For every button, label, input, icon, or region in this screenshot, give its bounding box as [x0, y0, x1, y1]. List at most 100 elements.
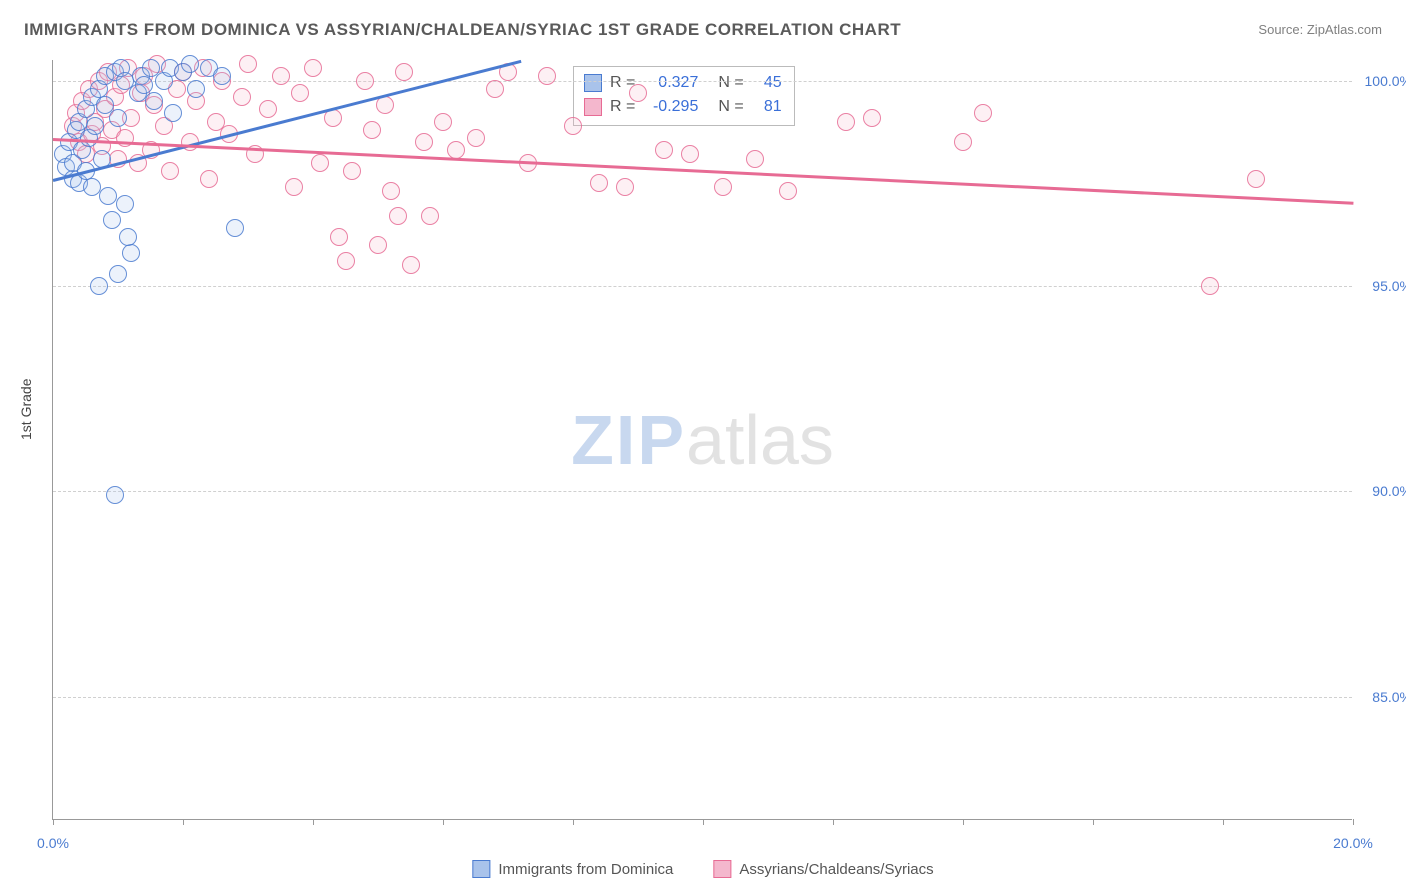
legend-r-value: 0.327: [643, 74, 698, 92]
scatter-point: [1201, 277, 1219, 295]
watermark-zip: ZIP: [571, 401, 686, 479]
scatter-point: [272, 67, 290, 85]
correlation-legend: R = 0.327 N = 45 R = -0.295 N = 81: [573, 66, 795, 126]
scatter-point: [135, 76, 153, 94]
scatter-point: [746, 150, 764, 168]
scatter-point: [415, 133, 433, 151]
scatter-point: [356, 72, 374, 90]
x-tick: [1353, 819, 1354, 825]
x-tick: [573, 819, 574, 825]
x-tick: [53, 819, 54, 825]
scatter-point: [954, 133, 972, 151]
scatter-point: [119, 228, 137, 246]
scatter-point: [99, 187, 117, 205]
scatter-point: [239, 55, 257, 73]
scatter-point: [259, 100, 277, 118]
gridline-h: [53, 491, 1352, 492]
scatter-point: [86, 117, 104, 135]
scatter-point: [187, 80, 205, 98]
legend-n-value: 45: [752, 74, 782, 92]
scatter-point: [467, 129, 485, 147]
scatter-point: [402, 256, 420, 274]
scatter-point: [122, 244, 140, 262]
scatter-point: [304, 59, 322, 77]
scatter-point: [538, 67, 556, 85]
scatter-point: [291, 84, 309, 102]
x-tick-label: 0.0%: [37, 835, 69, 851]
scatter-point: [681, 145, 699, 163]
scatter-point: [564, 117, 582, 135]
source-attribution: Source: ZipAtlas.com: [1258, 22, 1382, 37]
x-tick: [703, 819, 704, 825]
y-axis-label: 1st Grade: [18, 379, 34, 440]
scatter-point: [285, 178, 303, 196]
watermark-atlas: atlas: [686, 401, 834, 479]
scatter-point: [779, 182, 797, 200]
x-tick-label: 20.0%: [1333, 835, 1373, 851]
scatter-point: [421, 207, 439, 225]
scatter-point: [83, 178, 101, 196]
source-name: ZipAtlas.com: [1307, 22, 1382, 37]
scatter-point: [486, 80, 504, 98]
gridline-h: [53, 81, 1352, 82]
scatter-point: [363, 121, 381, 139]
scatter-point: [395, 63, 413, 81]
scatter-point: [714, 178, 732, 196]
scatter-point: [109, 109, 127, 127]
scatter-point: [164, 104, 182, 122]
scatter-point: [863, 109, 881, 127]
legend-r-label: R =: [610, 98, 635, 116]
x-tick: [963, 819, 964, 825]
watermark: ZIPatlas: [571, 400, 834, 480]
legend-r-value: -0.295: [643, 98, 698, 116]
scatter-point: [369, 236, 387, 254]
scatter-point: [389, 207, 407, 225]
legend-label: Assyrians/Chaldeans/Syriacs: [739, 861, 933, 878]
regression-line: [53, 138, 1353, 204]
scatter-point: [330, 228, 348, 246]
x-tick: [183, 819, 184, 825]
legend-n-label: N =: [718, 74, 743, 92]
x-tick: [443, 819, 444, 825]
scatter-point: [233, 88, 251, 106]
scatter-point: [109, 265, 127, 283]
scatter-point: [103, 211, 121, 229]
x-tick: [833, 819, 834, 825]
scatter-point: [837, 113, 855, 131]
scatter-plot-area: ZIPatlas R =0.327N =45R =-0.295N =81 85.…: [52, 60, 1352, 820]
scatter-point: [106, 486, 124, 504]
scatter-point: [434, 113, 452, 131]
scatter-point: [343, 162, 361, 180]
y-tick-label: 85.0%: [1357, 689, 1406, 705]
x-tick: [1223, 819, 1224, 825]
legend-swatch: [472, 860, 490, 878]
legend-row: R =0.327N =45: [584, 71, 782, 95]
x-tick: [1093, 819, 1094, 825]
scatter-point: [974, 104, 992, 122]
legend-n-value: 81: [752, 98, 782, 116]
x-tick: [313, 819, 314, 825]
scatter-point: [655, 141, 673, 159]
legend-item: Assyrians/Chaldeans/Syriacs: [713, 860, 933, 878]
y-tick-label: 90.0%: [1357, 483, 1406, 499]
scatter-point: [376, 96, 394, 114]
gridline-h: [53, 286, 1352, 287]
legend-label: Immigrants from Dominica: [498, 861, 673, 878]
scatter-point: [337, 252, 355, 270]
legend-swatch: [584, 74, 602, 92]
scatter-point: [1247, 170, 1265, 188]
legend-swatch: [713, 860, 731, 878]
y-tick-label: 95.0%: [1357, 278, 1406, 294]
gridline-h: [53, 697, 1352, 698]
scatter-point: [590, 174, 608, 192]
scatter-point: [382, 182, 400, 200]
legend-item: Immigrants from Dominica: [472, 860, 673, 878]
legend-n-label: N =: [718, 98, 743, 116]
scatter-point: [90, 277, 108, 295]
legend-swatch: [584, 98, 602, 116]
source-label: Source:: [1258, 22, 1303, 37]
scatter-point: [161, 162, 179, 180]
scatter-point: [616, 178, 634, 196]
scatter-point: [629, 84, 647, 102]
legend-row: R = -0.295 N = 81: [584, 95, 782, 119]
